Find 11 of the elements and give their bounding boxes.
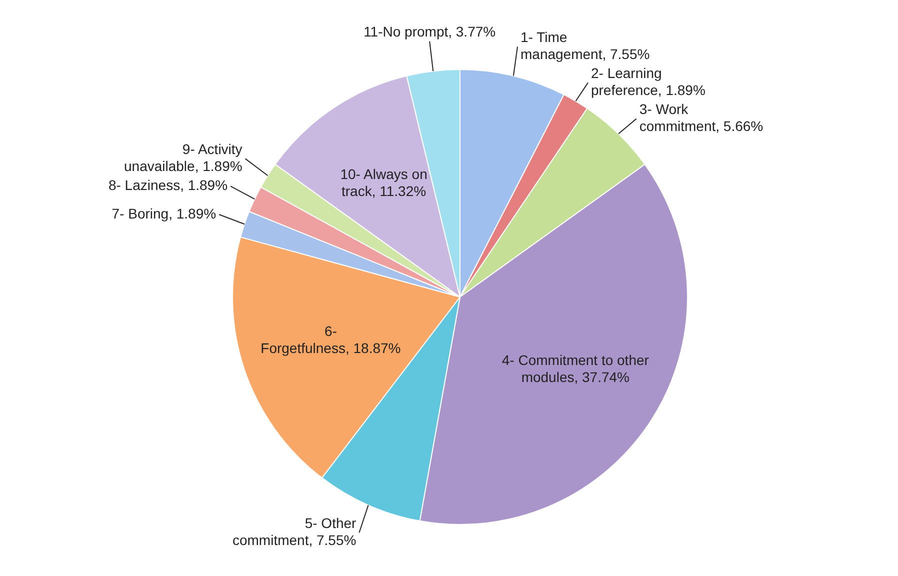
slice-label: 1- Time management, 7.55%	[520, 29, 650, 62]
slice-label: 3- Work commitment, 5.66%	[639, 101, 764, 134]
slice-label: 9- Activity unavailable, 1.89%	[124, 141, 242, 174]
slice-label: 4- Commitment to other modules, 37.74%	[502, 352, 650, 386]
slice-label: 2- Learning preference, 1.89%	[590, 65, 706, 98]
slice-label: 10- Always on track, 11.32%	[340, 166, 428, 200]
slice-label: 11-No prompt, 3.77%	[364, 24, 496, 40]
slice-label: 7- Boring, 1.89%	[112, 205, 216, 222]
slice-label: 6- Forgetfulness, 18.87%	[260, 323, 401, 356]
slice-label: 5- Other commitment, 7.55%	[232, 515, 357, 548]
slice-label: 8- Laziness, 1.89%	[108, 177, 228, 194]
